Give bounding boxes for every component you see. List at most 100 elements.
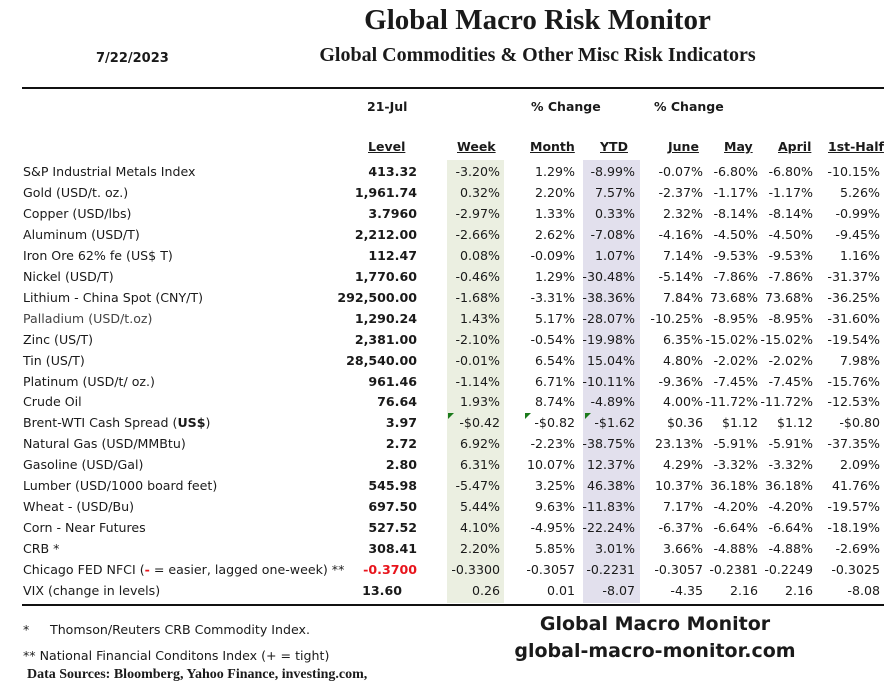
month-cell: 1.29% <box>534 164 575 179</box>
column-header-april: April <box>778 139 812 154</box>
ytd-cell: -8.99% <box>590 164 635 179</box>
column-header-ytd: YTD <box>600 139 628 154</box>
june-cell: 10.37% <box>654 478 703 494</box>
month-cell: 10.07% <box>526 457 575 473</box>
row-label: Crude Oil <box>23 394 82 410</box>
june-cell: -10.25% <box>650 310 703 326</box>
april-cell: -3.32% <box>768 457 813 473</box>
april-cell: -4.88% <box>768 541 813 557</box>
week-cell: -2.97% <box>455 205 500 221</box>
week-cell: -5.47% <box>455 478 500 494</box>
week-cell: 1.43% <box>459 310 500 326</box>
row-label: Aluminum (USD/T) <box>23 226 140 242</box>
half-cell: 5.26% <box>839 184 880 200</box>
row-label-part: Brent-WTI Cash Spread ( <box>23 415 178 431</box>
week-cell: -$0.42 <box>459 415 500 431</box>
may-cell: -8.14% <box>713 205 758 221</box>
table-row: Wheat - (USD/Bu) 697.50 5.44% 9.63% -11.83% 7… <box>0 497 884 518</box>
half-cell: 1.16% <box>839 247 880 263</box>
pct-change-header-2: % Change <box>654 99 724 114</box>
april-cell: -6.64% <box>768 520 813 536</box>
week-cell: 0.32% <box>459 184 500 200</box>
month-cell: 2.62% <box>534 226 575 242</box>
level-cell: 1,290.24 <box>354 310 417 326</box>
level-cell: 3.7960 <box>368 205 417 221</box>
table-row: Crude Oil 76.64 1.93% 8.74% -4.89% 4.00% -11.7… <box>0 392 884 413</box>
level-cell: 961.46 <box>368 373 417 389</box>
june-cell: 4.00% <box>662 394 703 410</box>
table-row: VIX (change in levels) 13.60 0.26 0.01 -8.07… <box>0 581 884 602</box>
half-cell: 2.09% <box>839 457 880 473</box>
week-cell: -3.20% <box>455 164 500 179</box>
april-cell: $1.12 <box>776 415 813 431</box>
month-cell: -0.09% <box>530 247 575 263</box>
month-cell: -0.54% <box>530 331 575 347</box>
june-cell: -5.14% <box>658 268 703 284</box>
table-row: Tin (US/T) 28,540.00 -0.01% 6.54% 15.04% 4.80… <box>0 351 884 372</box>
june-cell: -0.07% <box>658 164 703 179</box>
may-cell: -1.17% <box>713 184 758 200</box>
ytd-cell: -10.11% <box>582 373 635 389</box>
row-label: Platinum (USD/t/ oz.) <box>23 373 155 389</box>
may-cell: -0.2381 <box>709 562 758 578</box>
may-cell: -2.02% <box>713 352 758 368</box>
april-cell: 36.18% <box>764 478 813 494</box>
may-cell: -4.20% <box>713 499 758 515</box>
week-cell: 4.10% <box>459 520 500 536</box>
april-cell: -4.20% <box>768 499 813 515</box>
footnote-nfci: ** National Financial Conditons Index (+… <box>23 648 330 663</box>
april-cell: -2.02% <box>768 352 813 368</box>
half-cell: -$0.80 <box>839 415 880 431</box>
comment-marker-icon <box>448 413 454 420</box>
june-cell: -9.36% <box>658 373 703 389</box>
week-cell: 6.31% <box>459 457 500 473</box>
month-cell: 2.20% <box>534 184 575 200</box>
level-cell: 697.50 <box>368 499 417 515</box>
week-cell: -0.46% <box>455 268 500 284</box>
table-row: Chicago FED NFCI (- = easier, lagged one… <box>0 560 884 581</box>
ytd-column-shade <box>583 160 640 603</box>
ytd-cell: -28.07% <box>582 310 635 326</box>
may-cell: -3.32% <box>713 457 758 473</box>
week-cell: 5.44% <box>459 499 500 515</box>
week-cell: -0.01% <box>455 352 500 368</box>
half-cell: -18.19% <box>827 520 880 536</box>
month-cell: 3.25% <box>534 478 575 494</box>
brand-name: Global Macro Monitor <box>539 613 771 635</box>
april-cell: -8.95% <box>768 310 813 326</box>
date-column-header: 21-Jul <box>367 99 408 114</box>
level-cell: 545.98 <box>368 478 417 494</box>
table-row: Platinum (USD/t/ oz.) 961.46 -1.14% 6.71% -1… <box>0 372 884 393</box>
month-cell: 0.01 <box>546 583 575 598</box>
june-cell: 6.35% <box>662 331 703 347</box>
row-label: Nickel (USD/T) <box>23 268 114 284</box>
april-cell: -7.86% <box>768 268 813 284</box>
row-label: Iron Ore 62% fe (US$ T) <box>23 247 173 263</box>
half-cell: -19.57% <box>827 499 880 515</box>
brand-url: global-macro-monitor.com <box>514 640 796 662</box>
month-cell: 9.63% <box>534 499 575 515</box>
june-cell: 4.80% <box>662 352 703 368</box>
row-label: Lithium - China Spot (CNY/T) <box>23 289 204 305</box>
ytd-cell: -38.36% <box>582 289 635 305</box>
column-header-june: June <box>668 139 699 154</box>
may-cell: -8.95% <box>713 310 758 326</box>
week-column-shade <box>447 160 504 603</box>
level-cell: 292,500.00 <box>337 289 417 305</box>
ytd-cell: 0.33% <box>594 205 635 221</box>
table-row: Gold (USD/t. oz.) 1,961.74 0.32% 2.20% 7.57%… <box>0 183 884 204</box>
ytd-cell: -30.48% <box>582 268 635 284</box>
table-row: Palladium (USD/t.oz) 1,290.24 1.43% 5.17% -2… <box>0 309 884 330</box>
april-cell: -8.14% <box>768 205 813 221</box>
row-label-part: = easier, lagged one-week) ** <box>149 562 345 578</box>
half-cell: -8.08 <box>847 583 880 598</box>
month-cell: 5.17% <box>534 310 575 326</box>
may-cell: -4.88% <box>713 541 758 557</box>
table-row: Aluminum (USD/T) 2,212.00 -2.66% 2.62% -7.08… <box>0 225 884 246</box>
level-cell: 28,540.00 <box>346 352 417 368</box>
ytd-cell: 7.57% <box>594 184 635 200</box>
row-label: Gold (USD/t. oz.) <box>23 184 129 200</box>
week-cell: -1.14% <box>455 373 500 389</box>
month-cell: 8.74% <box>534 394 575 410</box>
level-cell: 3.97 <box>385 415 417 431</box>
